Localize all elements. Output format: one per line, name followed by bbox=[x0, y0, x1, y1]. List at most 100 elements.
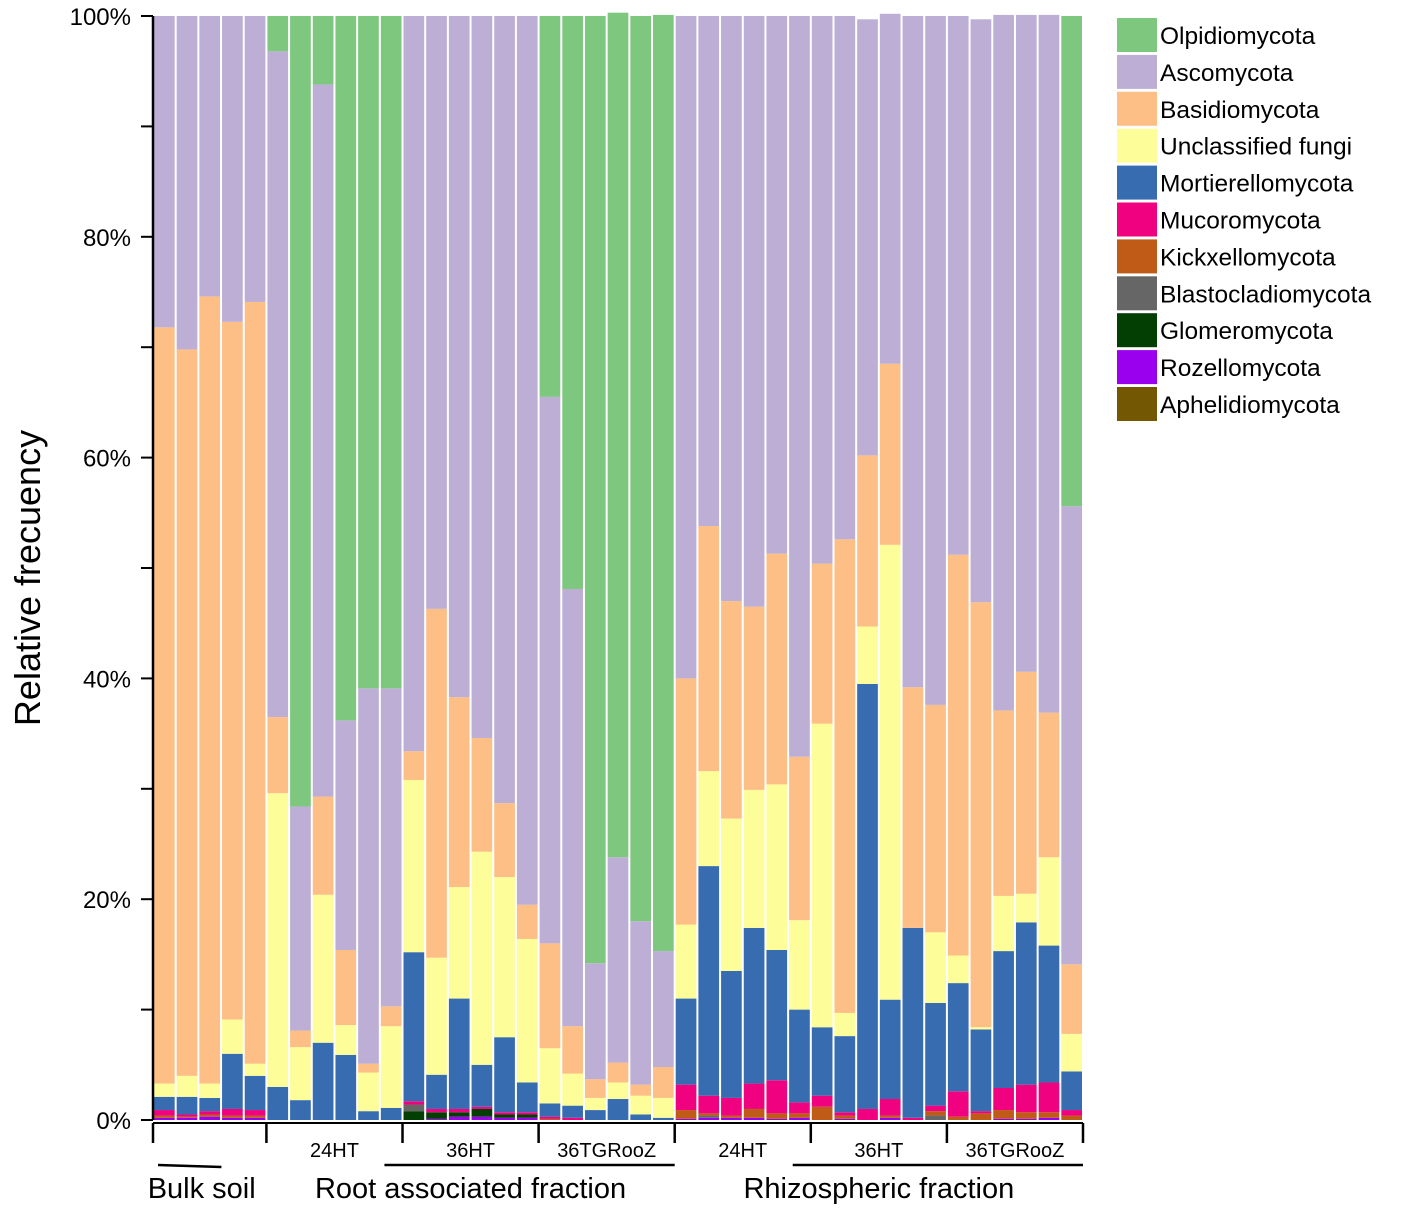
legend-label-unclassified-fungi: Unclassified fungi bbox=[1160, 134, 1352, 161]
bar-segment-mucoromycota bbox=[562, 1117, 583, 1120]
bar-segment-mortierellomycota bbox=[721, 970, 742, 1098]
bar-segment-olpidiomycota bbox=[267, 16, 289, 52]
bar-segment-ascomycota bbox=[494, 16, 515, 804]
bar-segment-rozellomycota bbox=[766, 1118, 788, 1120]
bar-segment-basidiomycota bbox=[199, 296, 221, 1084]
bar-segment-mortierellomycota bbox=[516, 1082, 538, 1113]
legend-swatch-unclassified-fungi bbox=[1117, 128, 1157, 163]
bar-segment-olpidiomycota bbox=[584, 16, 606, 964]
bar-segment-mortierellomycota bbox=[176, 1096, 198, 1115]
bar-segment-unclassified-fungi bbox=[925, 932, 946, 1003]
bar-segment-mortierellomycota bbox=[154, 1096, 175, 1111]
legend-label-olpidiomycota: Olpidiomycota bbox=[1160, 23, 1316, 50]
legend-swatch-glomeromycota bbox=[1117, 313, 1157, 348]
bar-segment-basidiomycota bbox=[584, 1079, 606, 1098]
bar-segment-ascomycota bbox=[562, 588, 583, 1027]
bar-segment-basidiomycota bbox=[857, 455, 878, 627]
bar-segment-kickxellomycota bbox=[675, 1110, 697, 1119]
bar-segment-mortierellomycota bbox=[494, 1037, 515, 1113]
bar-segment-basidiomycota bbox=[834, 539, 856, 1013]
bar-segment-unclassified-fungi bbox=[653, 1097, 674, 1118]
bar-segment-mucoromycota bbox=[539, 1116, 561, 1119]
bar-segment-ascomycota bbox=[1015, 14, 1037, 672]
bar-segment-basidiomycota bbox=[471, 738, 493, 852]
bar-segment-unclassified-fungi bbox=[199, 1083, 221, 1098]
bar-segment-kickxellomycota bbox=[879, 1115, 901, 1118]
bar-segment-basidiomycota bbox=[312, 796, 334, 895]
bar-segment-unclassified-fungi bbox=[562, 1073, 583, 1106]
bar-segment-ascomycota bbox=[380, 688, 402, 1007]
bar-segment-blastocladiomycota bbox=[403, 1104, 425, 1112]
bar-segment-rozellomycota bbox=[834, 1118, 856, 1120]
bar-segment-olpidiomycota bbox=[630, 16, 652, 922]
bar-segment-unclassified-fungi bbox=[539, 1048, 561, 1104]
bar-segment-rozellomycota bbox=[199, 1116, 221, 1120]
bar-segment-ascomycota bbox=[947, 16, 969, 555]
bar-segment-unclassified-fungi bbox=[335, 1025, 357, 1055]
bar-segment-kickxellomycota bbox=[970, 1113, 992, 1120]
bar-segment-basidiomycota bbox=[335, 949, 357, 1026]
bar-segment-mortierellomycota bbox=[471, 1064, 493, 1107]
x-section-label: Root associated fraction bbox=[315, 1173, 626, 1205]
bar-segment-olpidiomycota bbox=[290, 16, 311, 807]
bar-segment-basidiomycota bbox=[244, 301, 266, 1064]
bar-segment-ascomycota bbox=[244, 16, 266, 302]
bar-segment-basidiomycota bbox=[290, 1030, 311, 1048]
legend-label-glomeromycota: Glomeromycota bbox=[1160, 318, 1333, 345]
bar-segment-rozellomycota bbox=[448, 1116, 470, 1120]
legend-swatch-mortierellomycota bbox=[1117, 165, 1157, 200]
bar-segment-glomeromycota bbox=[471, 1108, 493, 1117]
bar-segment-kickxellomycota bbox=[1038, 1112, 1060, 1118]
bar-segment-basidiomycota bbox=[675, 678, 697, 925]
bar-segment-kickxellomycota bbox=[199, 1114, 221, 1117]
bar-segment-mucoromycota bbox=[244, 1110, 266, 1116]
bar-segment-ascomycota bbox=[312, 84, 334, 797]
bar-segment-mortierellomycota bbox=[1038, 945, 1060, 1083]
bar-segment-mucoromycota bbox=[721, 1097, 742, 1116]
bar-segment-mucoromycota bbox=[857, 1108, 878, 1120]
bar-segment-basidiomycota bbox=[721, 601, 742, 819]
bar-segment-mortierellomycota bbox=[358, 1111, 379, 1120]
bar-segment-mucoromycota bbox=[811, 1095, 833, 1107]
bar-segment-ascomycota bbox=[584, 963, 606, 1080]
bar-segment-unclassified-fungi bbox=[267, 793, 289, 1087]
bar-segment-mortierellomycota bbox=[970, 1029, 992, 1112]
y-tick-label: 0% bbox=[96, 1108, 131, 1135]
bar-segment-basidiomycota bbox=[1061, 964, 1082, 1034]
bar-segment-rozellomycota bbox=[743, 1117, 765, 1120]
bar-segment-mucoromycota bbox=[471, 1106, 493, 1109]
bar-segment-blastocladiomycota bbox=[925, 1115, 946, 1120]
bar-segment-basidiomycota bbox=[698, 526, 720, 772]
bar-segment-kickxellomycota bbox=[925, 1111, 946, 1116]
bar-segment-mortierellomycota bbox=[743, 927, 765, 1084]
bar-segment-basidiomycota bbox=[539, 943, 561, 1049]
bar-segment-mucoromycota bbox=[925, 1105, 946, 1112]
bar-segment-unclassified-fungi bbox=[743, 789, 765, 928]
bar-segment-ascomycota bbox=[471, 16, 493, 739]
legend-label-basidiomycota: Basidiomycota bbox=[1160, 97, 1320, 124]
bar-segment-mortierellomycota bbox=[562, 1105, 583, 1118]
legend-label-aphelidiomycota: Aphelidiomycota bbox=[1160, 392, 1340, 419]
bar-segment-ascomycota bbox=[766, 16, 788, 554]
bar-segment-mucoromycota bbox=[879, 1099, 901, 1116]
bar-segment-kickxellomycota bbox=[176, 1116, 198, 1118]
bar-segment-mortierellomycota bbox=[653, 1117, 674, 1120]
bar-segment-ascomycota bbox=[902, 16, 924, 688]
bar-segment-rozellomycota bbox=[176, 1117, 198, 1120]
bar-segment-mucoromycota bbox=[834, 1112, 856, 1116]
bar-segment-ascomycota bbox=[222, 16, 243, 322]
legend-swatch-ascomycota bbox=[1117, 54, 1157, 89]
bar-segment-glomeromycota bbox=[516, 1114, 538, 1118]
bar-segment-kickxellomycota bbox=[539, 1118, 561, 1120]
bar-segment-mortierellomycota bbox=[199, 1097, 221, 1112]
bar-segment-mortierellomycota bbox=[244, 1075, 266, 1111]
bar-segment-olpidiomycota bbox=[358, 16, 379, 689]
legend-label-mortierellomycota: Mortierellomycota bbox=[1160, 171, 1354, 198]
bar-segment-unclassified-fungi bbox=[879, 544, 901, 1000]
bar-segment-mucoromycota bbox=[675, 1084, 697, 1111]
bar-segment-unclassified-fungi bbox=[857, 626, 878, 684]
bar-segment-mucoromycota bbox=[426, 1108, 447, 1113]
bar-segment-basidiomycota bbox=[1015, 671, 1037, 894]
bar-segment-mucoromycota bbox=[403, 1101, 425, 1105]
bar-segment-basidiomycota bbox=[358, 1063, 379, 1073]
